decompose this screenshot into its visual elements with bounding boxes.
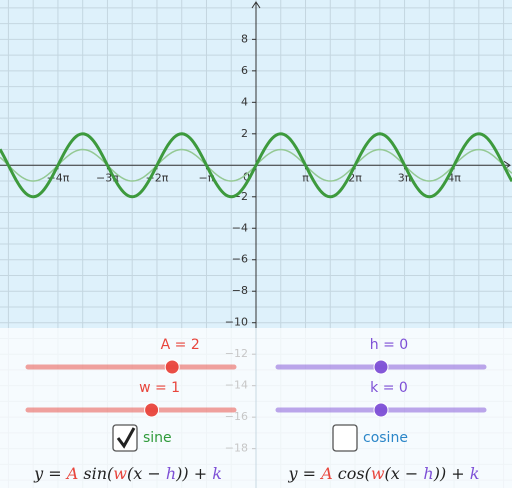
formula-part: h	[166, 464, 176, 483]
y-tick-label: −4	[232, 221, 248, 234]
formula-part: )) +	[433, 464, 470, 483]
y-tick-label: 6	[241, 64, 248, 77]
y-tick-label: −10	[225, 316, 248, 329]
formula-part: w	[113, 464, 127, 483]
sine-curve	[0, 132, 512, 199]
slider-label: A = 2	[161, 337, 200, 353]
checkbox-label[interactable]: cosine	[363, 430, 408, 446]
formula-part: k	[470, 464, 480, 483]
checkbox-label[interactable]: sine	[143, 430, 172, 446]
formula-part: )) +	[175, 464, 212, 483]
formula-part: A	[319, 464, 333, 483]
checkmark	[116, 427, 136, 449]
slider-handle[interactable]	[164, 359, 180, 375]
y-tick-label: −2	[232, 190, 248, 203]
formula-part: A	[65, 464, 79, 483]
formula-part: y =	[288, 464, 322, 483]
slider-label: k = 0	[370, 380, 408, 396]
checkbox[interactable]	[332, 424, 358, 452]
formula-part: (x −	[385, 464, 424, 483]
slider-handle[interactable]	[373, 402, 389, 418]
formula-part: (x −	[127, 464, 166, 483]
y-tick-label: −6	[232, 253, 248, 266]
formula-part: cos(	[333, 464, 372, 483]
formula: y = A sin(w(x − h)) + k	[33, 464, 222, 483]
slider-handle[interactable]	[144, 402, 160, 418]
y-tick-label: 8	[241, 32, 248, 45]
x-tick-label: π	[302, 171, 309, 184]
formula-part: y =	[33, 464, 67, 483]
y-tick-label: 2	[241, 127, 248, 140]
slider-handle[interactable]	[373, 359, 389, 375]
formula: y = A cos(w(x − h)) + k	[288, 464, 480, 483]
formula-part: w	[371, 464, 385, 483]
slider-label: h = 0	[370, 337, 408, 353]
y-tick-label: 4	[241, 95, 248, 108]
formula-part: sin(	[78, 464, 114, 483]
formula-part: h	[423, 464, 433, 483]
y-tick-label: −8	[232, 284, 248, 297]
origin-label: 0	[243, 170, 250, 183]
slider-label: w = 1	[139, 380, 180, 396]
formula-part: k	[212, 464, 222, 483]
y-axis-arrow	[251, 1, 261, 9]
